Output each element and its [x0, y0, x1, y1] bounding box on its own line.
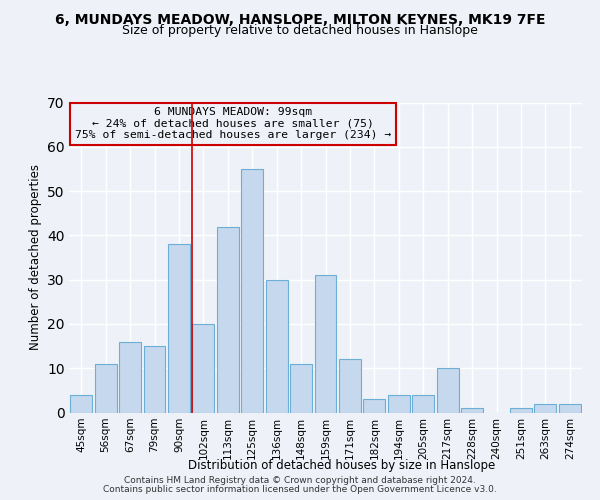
Text: Distribution of detached houses by size in Hanslope: Distribution of detached houses by size … — [188, 460, 496, 472]
Bar — [339, 360, 361, 412]
Bar — [241, 169, 263, 412]
Bar — [510, 408, 532, 412]
Bar — [437, 368, 458, 412]
Text: Contains public sector information licensed under the Open Government Licence v3: Contains public sector information licen… — [103, 485, 497, 494]
Y-axis label: Number of detached properties: Number of detached properties — [29, 164, 41, 350]
Bar — [119, 342, 141, 412]
Bar — [70, 395, 92, 412]
Bar — [412, 395, 434, 412]
Text: 6 MUNDAYS MEADOW: 99sqm
← 24% of detached houses are smaller (75)
75% of semi-de: 6 MUNDAYS MEADOW: 99sqm ← 24% of detache… — [75, 107, 391, 140]
Text: Contains HM Land Registry data © Crown copyright and database right 2024.: Contains HM Land Registry data © Crown c… — [124, 476, 476, 485]
Text: 6, MUNDAYS MEADOW, HANSLOPE, MILTON KEYNES, MK19 7FE: 6, MUNDAYS MEADOW, HANSLOPE, MILTON KEYN… — [55, 12, 545, 26]
Text: Size of property relative to detached houses in Hanslope: Size of property relative to detached ho… — [122, 24, 478, 37]
Bar — [364, 399, 385, 412]
Bar — [95, 364, 116, 412]
Bar — [168, 244, 190, 412]
Bar — [217, 226, 239, 412]
Bar — [143, 346, 166, 412]
Bar — [290, 364, 312, 412]
Bar — [388, 395, 410, 412]
Bar — [559, 404, 581, 412]
Bar — [314, 275, 337, 412]
Bar — [266, 280, 287, 412]
Bar — [461, 408, 483, 412]
Bar — [535, 404, 556, 412]
Bar — [193, 324, 214, 412]
